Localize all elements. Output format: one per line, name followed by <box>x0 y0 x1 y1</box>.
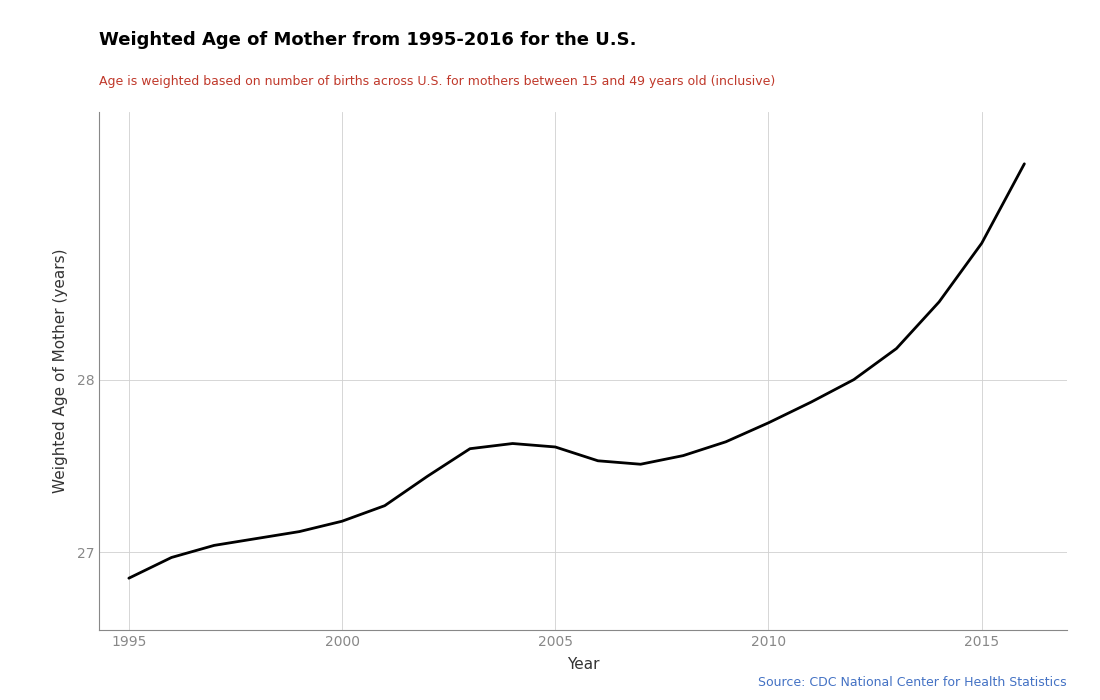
Text: Age is weighted based on number of births across U.S. for mothers between 15 and: Age is weighted based on number of birth… <box>99 74 776 88</box>
Text: Source: CDC National Center for Health Statistics: Source: CDC National Center for Health S… <box>758 676 1067 690</box>
Text: Weighted Age of Mother from 1995-2016 for the U.S.: Weighted Age of Mother from 1995-2016 fo… <box>99 31 637 49</box>
X-axis label: Year: Year <box>566 657 600 672</box>
Y-axis label: Weighted Age of Mother (years): Weighted Age of Mother (years) <box>53 248 68 494</box>
